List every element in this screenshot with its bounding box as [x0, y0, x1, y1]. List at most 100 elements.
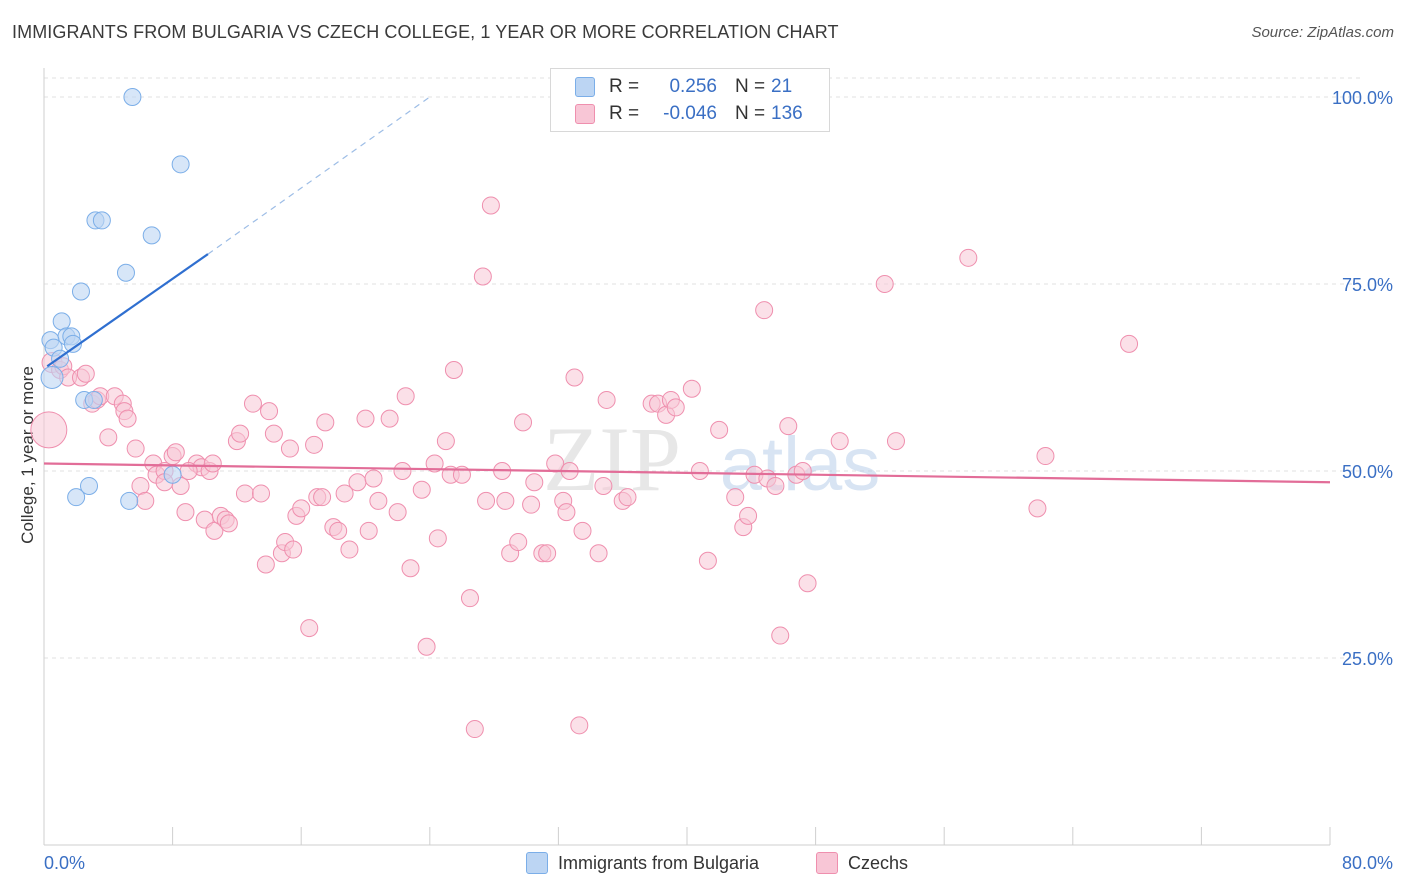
- bulgaria-point: [80, 476, 99, 495]
- czechs-point: [597, 390, 616, 409]
- czechs-point: [243, 394, 262, 413]
- x-tick-label: 80.0%: [1342, 853, 1393, 873]
- czechs-point: [30, 411, 68, 449]
- czechs-point: [594, 476, 613, 495]
- czechs-point: [396, 387, 415, 406]
- czechs-point: [401, 559, 420, 578]
- bulgaria-trend-line: [46, 253, 209, 368]
- czechs-point: [573, 521, 592, 540]
- trend-lines: [43, 96, 1331, 484]
- czechs-point: [76, 364, 95, 383]
- czechs-point: [219, 514, 238, 533]
- bottom-legend-bulgaria: Immigrants from Bulgaria: [526, 852, 759, 874]
- legend-r-value: -0.046: [663, 103, 717, 124]
- czechs-point: [231, 424, 250, 443]
- tick-labels: 25.0% 50.0% 75.0% 100.0% 0.0% 80.0%: [44, 88, 1393, 873]
- czechs-point: [264, 424, 283, 443]
- czechs-point: [698, 551, 717, 570]
- bulgaria-point: [142, 226, 161, 245]
- bulgaria-point: [120, 491, 139, 510]
- axes: [43, 68, 1331, 846]
- czechs-point: [460, 589, 479, 608]
- czechs-point: [522, 495, 541, 514]
- czechs-point: [444, 361, 463, 380]
- bulgaria-point: [84, 390, 103, 409]
- czechs-point: [166, 443, 185, 462]
- czechs-point: [477, 491, 496, 510]
- czechs-point: [875, 275, 894, 293]
- czechs-point: [364, 469, 383, 488]
- czechs-point: [830, 432, 849, 451]
- czechs-point: [292, 499, 311, 518]
- czechs-point: [496, 491, 515, 510]
- czechs-point: [203, 454, 222, 473]
- czechs-point: [118, 409, 137, 428]
- czechs-point: [1028, 499, 1047, 518]
- czechs-point: [348, 473, 367, 492]
- legend-n-label: N =: [735, 76, 766, 97]
- czechs-point: [793, 462, 812, 480]
- czechs-point: [710, 420, 729, 439]
- watermark: ZIP atlas: [543, 408, 880, 510]
- bottom-legend-czechs: Czechs: [816, 852, 908, 874]
- czechs-point: [428, 529, 447, 548]
- czechs-point: [131, 476, 150, 495]
- czechs-point: [682, 379, 701, 398]
- czechs-point: [557, 503, 576, 522]
- czechs-point: [589, 544, 608, 563]
- czechs-point: [436, 432, 455, 451]
- czechs-point: [369, 491, 388, 510]
- legend-n-value: 136: [771, 103, 803, 124]
- bottom-legend-label: Immigrants from Bulgaria: [558, 852, 760, 873]
- czechs-point: [256, 555, 275, 574]
- bulgaria-point: [40, 366, 64, 389]
- czechs-point: [739, 506, 758, 525]
- czechs-point: [235, 484, 254, 503]
- bulgaria-point: [123, 88, 142, 106]
- czechs-point: [514, 413, 533, 432]
- legend-r-value: 0.256: [669, 76, 717, 97]
- czechs-point: [260, 402, 279, 421]
- czechs-point: [359, 521, 378, 540]
- legend-n-value: 21: [771, 76, 793, 97]
- bulgaria-point: [71, 282, 90, 301]
- bulgaria-point: [163, 465, 182, 484]
- legend-swatch-blue: [575, 77, 595, 97]
- bulgaria-point: [52, 312, 71, 331]
- czechs-point: [388, 503, 407, 522]
- czechs-point: [425, 454, 444, 473]
- czechs-point: [316, 413, 335, 432]
- czechs-point: [393, 462, 412, 480]
- bulgaria-points: [40, 88, 190, 510]
- legend-r-label: R =: [609, 103, 640, 124]
- legend-n-label: N =: [735, 103, 766, 124]
- czechs-point: [886, 432, 905, 451]
- czechs-point: [313, 488, 332, 507]
- czechs-point: [284, 540, 303, 559]
- czechs-point: [779, 417, 798, 436]
- legend-row-czechs: R = -0.046 N = 136: [575, 102, 803, 126]
- stats-legend: R = 0.256 N = 21 R = -0.046 N = 136: [550, 68, 830, 132]
- bottom-legend-swatch-pink: [816, 852, 838, 874]
- bulgaria-point: [116, 263, 135, 282]
- czechs-point: [412, 480, 431, 499]
- czechs-point: [538, 544, 557, 563]
- czechs-point: [666, 398, 685, 417]
- gridlines: [44, 77, 1364, 659]
- y-tick-label: 75.0%: [1342, 275, 1393, 295]
- czechs-point: [335, 484, 354, 503]
- legend-r-label: R =: [609, 76, 640, 97]
- legend-swatch-pink: [575, 104, 595, 124]
- czechs-point: [356, 409, 375, 428]
- czechs-point: [417, 637, 436, 656]
- czechs-point: [755, 301, 774, 320]
- czechs-point: [570, 716, 589, 735]
- czechs-point: [565, 368, 584, 387]
- czechs-point: [380, 409, 399, 428]
- y-tick-label: 25.0%: [1342, 649, 1393, 669]
- czechs-point: [1036, 447, 1055, 466]
- czechs-point: [99, 428, 118, 447]
- czechs-point: [771, 626, 790, 645]
- y-tick-label: 100.0%: [1332, 88, 1393, 108]
